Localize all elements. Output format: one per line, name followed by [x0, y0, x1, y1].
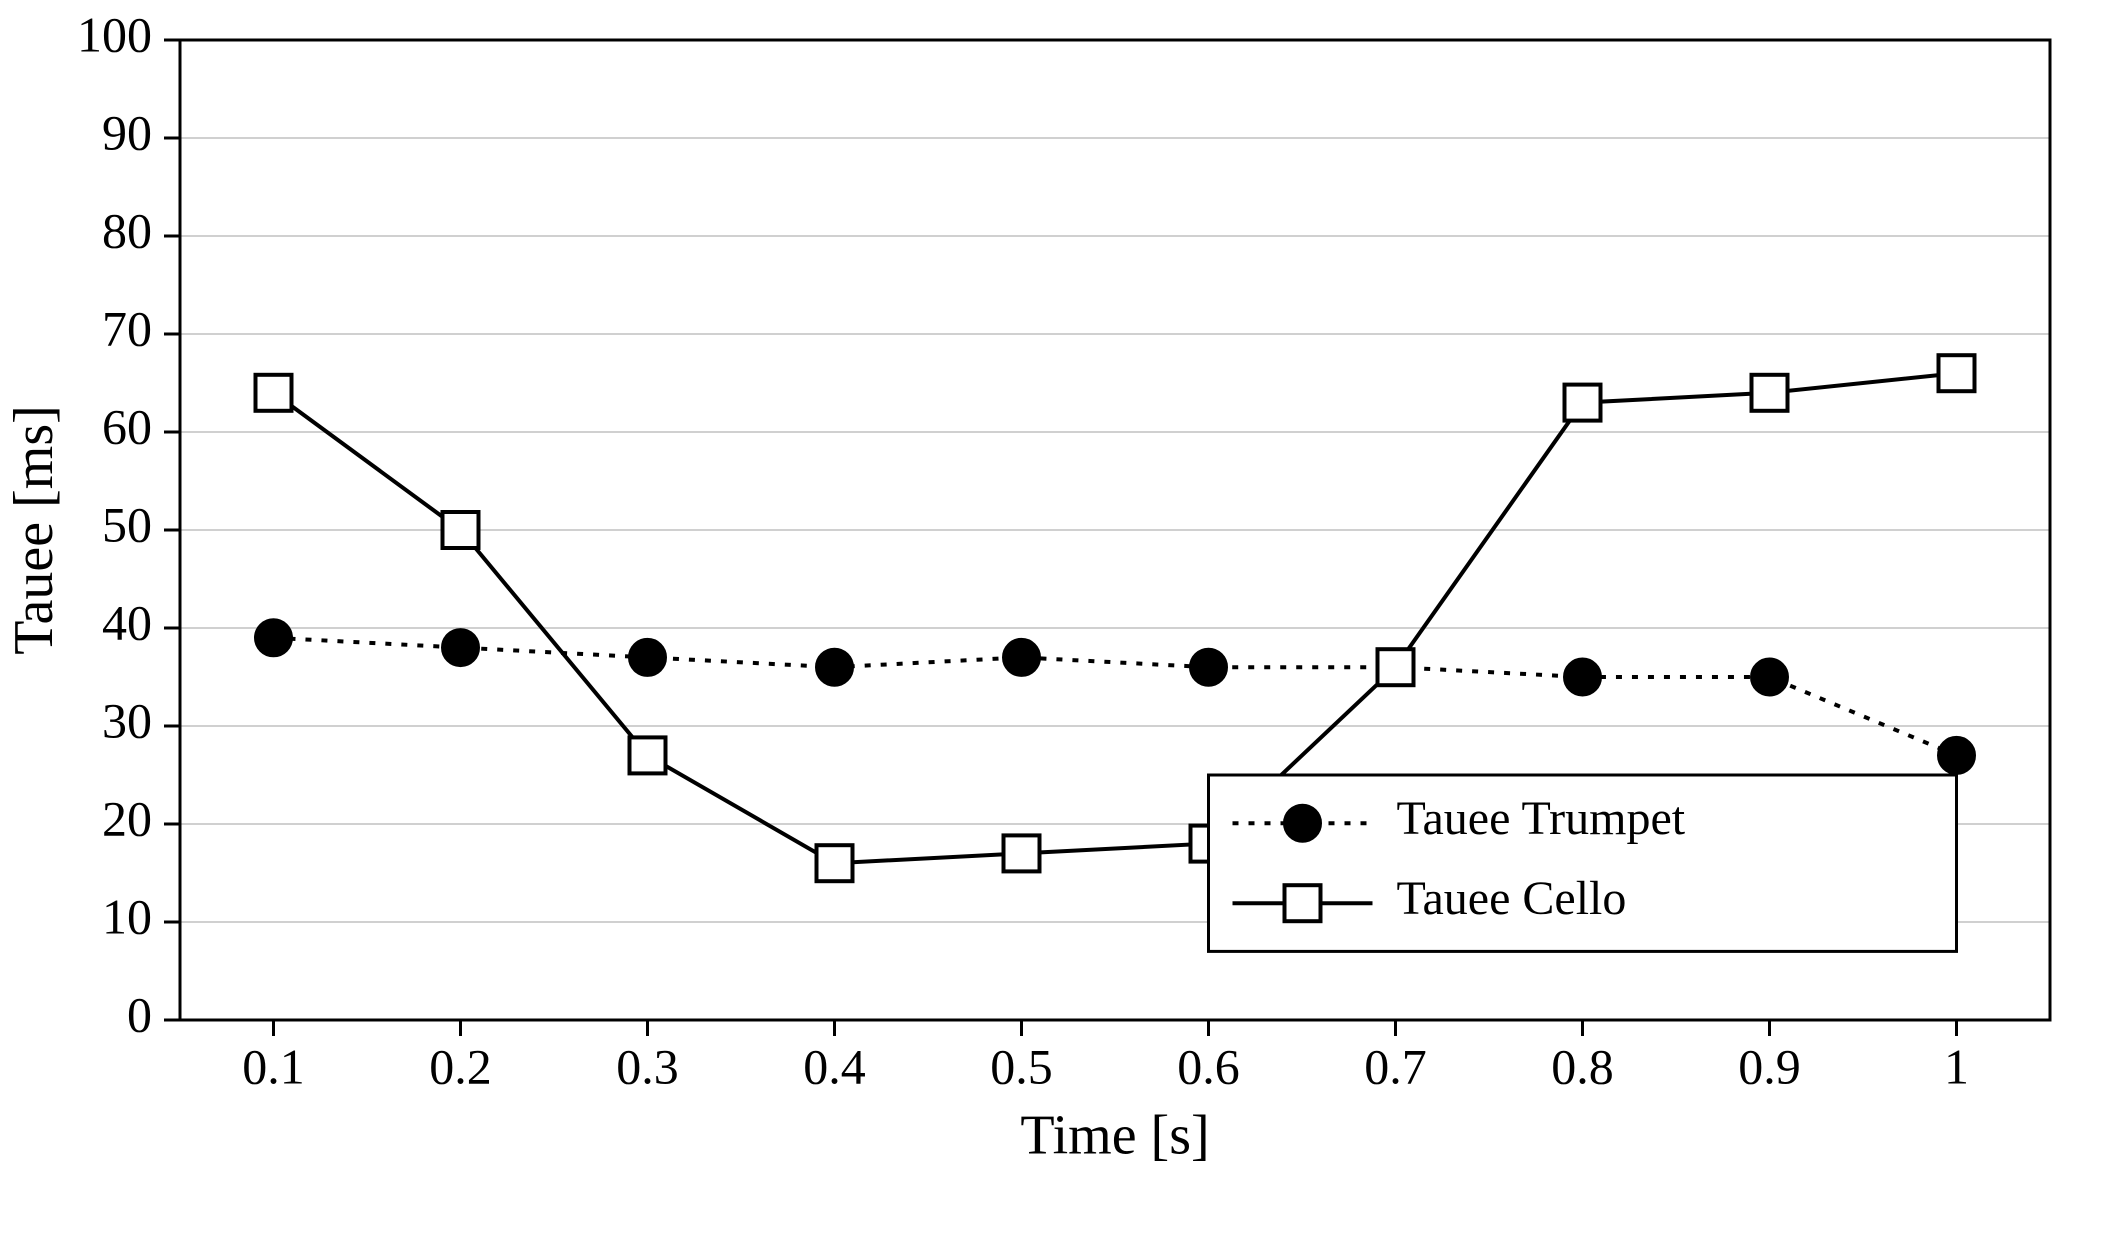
svg-text:0.5: 0.5 — [990, 1039, 1053, 1095]
line-chart: 0 10 20 30 40 50 60 70 80 90 100 0.1 0.2 0.3 0.4 0.5 0.6… — [0, 0, 2117, 1247]
svg-text:80: 80 — [102, 202, 152, 258]
svg-text:Tauee Trumpet: Tauee Trumpet — [1397, 792, 1686, 845]
svg-text:90: 90 — [102, 104, 152, 160]
svg-text:Tauee [ms]: Tauee [ms] — [3, 405, 65, 655]
svg-text:Time [s]: Time [s] — [1020, 1105, 1209, 1167]
svg-text:20: 20 — [102, 790, 152, 846]
svg-text:60: 60 — [102, 398, 152, 454]
svg-text:0: 0 — [127, 986, 152, 1042]
svg-text:0.9: 0.9 — [1738, 1039, 1801, 1095]
svg-text:50: 50 — [102, 496, 152, 552]
chart-container: 0 10 20 30 40 50 60 70 80 90 100 0.1 0.2 0.3 0.4 0.5 0.6… — [0, 0, 2117, 1252]
svg-text:Tauee Cello: Tauee Cello — [1397, 872, 1627, 925]
svg-text:0.2: 0.2 — [429, 1039, 492, 1095]
svg-text:1: 1 — [1944, 1039, 1969, 1095]
svg-text:0.3: 0.3 — [616, 1039, 679, 1095]
svg-text:0.7: 0.7 — [1364, 1039, 1427, 1095]
svg-text:40: 40 — [102, 594, 152, 650]
svg-text:100: 100 — [77, 6, 152, 62]
svg-text:0.4: 0.4 — [803, 1039, 866, 1095]
svg-text:70: 70 — [102, 300, 152, 356]
svg-text:0.1: 0.1 — [242, 1039, 305, 1095]
svg-text:0.8: 0.8 — [1551, 1039, 1614, 1095]
svg-text:30: 30 — [102, 692, 152, 748]
svg-text:10: 10 — [102, 888, 152, 944]
svg-text:0.6: 0.6 — [1177, 1039, 1240, 1095]
